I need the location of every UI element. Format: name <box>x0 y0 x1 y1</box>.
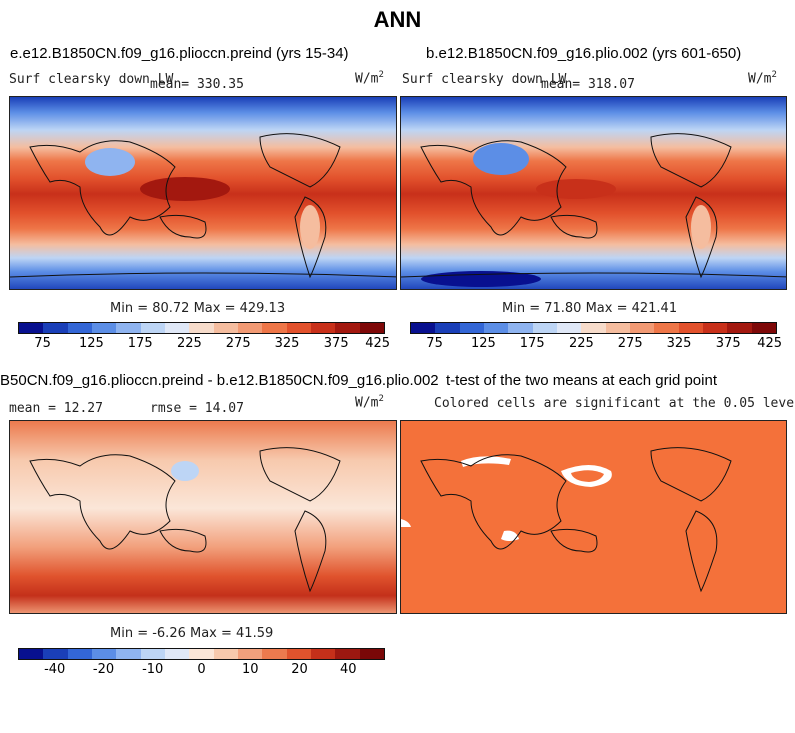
colorbar-swatch <box>702 323 728 333</box>
colorbar-swatch <box>19 649 44 659</box>
colorbar-tick-label: 275 <box>617 336 643 351</box>
colorbar-tick-label: 10 <box>242 662 259 677</box>
colorbar-swatch <box>678 323 703 333</box>
colorbar-tick-label: 175 <box>519 336 545 351</box>
colorbar-swatch <box>140 323 165 333</box>
colorbar-swatch <box>335 323 360 333</box>
panel1-map-svg <box>10 97 396 289</box>
panel4-subtitle: Colored cells are significant at the 0.0… <box>434 396 795 411</box>
colorbar-tick-label: 375 <box>715 336 741 351</box>
panel2-map-svg <box>401 97 786 289</box>
colorbar-swatch <box>411 323 436 333</box>
colorbar-tick-label: 425 <box>757 336 783 351</box>
colorbar-swatch <box>213 323 238 333</box>
colorbar-tick-label: -40 <box>44 662 66 677</box>
colorbar-tick-label: 20 <box>291 662 308 677</box>
panel3-mean: mean = 12.27 <box>9 401 103 416</box>
panel4-map-svg <box>401 421 786 613</box>
colorbar-tick-label: 325 <box>666 336 692 351</box>
panel3-case-title: B50CN.f09_g16.plioccn.preind - b.e12.B18… <box>0 372 439 389</box>
colorbar-swatch <box>359 323 384 333</box>
panel1-minmax: Min = 80.72 Max = 429.13 <box>110 301 286 316</box>
colorbar-tick-label: 75 <box>34 336 51 351</box>
colorbar-swatch <box>532 323 557 333</box>
panel1-case-title: e.e12.B1850CN.f09_g16.plioccn.preind (yr… <box>10 45 349 62</box>
colorbar-swatch <box>43 649 68 659</box>
colorbar-swatch <box>310 649 336 659</box>
colorbar-swatch <box>654 323 679 333</box>
colorbar-tick-label: 275 <box>225 336 251 351</box>
panel1-colorbar <box>18 322 385 334</box>
colorbar-swatch <box>164 323 190 333</box>
panel4-case-title: t-test of the two means at each grid poi… <box>446 372 717 389</box>
colorbar-swatch <box>67 649 92 659</box>
colorbar-swatch <box>751 323 776 333</box>
colorbar-tick-label: 225 <box>176 336 202 351</box>
panel4-map <box>400 420 787 614</box>
colorbar-swatch <box>335 649 360 659</box>
panel3-rmse: rmse = 14.07 <box>150 401 244 416</box>
colorbar-swatch <box>67 323 92 333</box>
colorbar-swatch <box>508 323 533 333</box>
figure-title: ANN <box>373 7 422 32</box>
colorbar-tick-label: 175 <box>127 336 153 351</box>
colorbar-tick-label: 125 <box>470 336 496 351</box>
colorbar-swatch <box>727 323 752 333</box>
panel3-map <box>9 420 397 614</box>
panel1-mean: mean= 330.35 <box>150 77 244 92</box>
colorbar-swatch <box>213 649 238 659</box>
colorbar-swatch <box>116 323 141 333</box>
colorbar-tick-label: 125 <box>78 336 104 351</box>
colorbar-tick-label: 325 <box>274 336 300 351</box>
colorbar-swatch <box>189 323 214 333</box>
panel3-minmax: Min = -6.26 Max = 41.59 <box>110 626 274 641</box>
colorbar-tick-label: 40 <box>340 662 357 677</box>
colorbar-tick-label: -10 <box>142 662 164 677</box>
colorbar-swatch <box>310 323 336 333</box>
colorbar-swatch <box>140 649 165 659</box>
colorbar-swatch <box>359 649 384 659</box>
colorbar-tick-label: 375 <box>323 336 349 351</box>
colorbar-swatch <box>556 323 582 333</box>
colorbar-tick-label: -20 <box>92 662 115 677</box>
colorbar-swatch <box>286 323 311 333</box>
colorbar-swatch <box>605 323 630 333</box>
colorbar-swatch <box>629 323 655 333</box>
colorbar-swatch <box>164 649 190 659</box>
panel2-variable: Surf clearsky down LW <box>402 72 567 87</box>
colorbar-swatch <box>237 649 263 659</box>
panel1-map <box>9 96 397 290</box>
colorbar-swatch <box>483 323 509 333</box>
colorbar-swatch <box>91 323 117 333</box>
colorbar-swatch <box>189 649 214 659</box>
colorbar-tick-label: 0 <box>197 662 206 677</box>
panel2-minmax: Min = 71.80 Max = 421.41 <box>502 301 678 316</box>
colorbar-swatch <box>286 649 311 659</box>
panel1-variable: Surf clearsky down LW <box>9 72 174 87</box>
panel3-map-svg <box>10 421 396 613</box>
colorbar-tick-label: 425 <box>365 336 391 351</box>
panel2-units: W/m2 <box>748 70 777 87</box>
colorbar-swatch <box>91 649 117 659</box>
panel1-units: W/m2 <box>355 70 384 87</box>
panel2-colorbar <box>410 322 777 334</box>
colorbar-tick-label: 225 <box>568 336 594 351</box>
colorbar-tick-label: 75 <box>426 336 443 351</box>
colorbar-swatch <box>262 649 287 659</box>
panel2-mean: mean= 318.07 <box>541 77 635 92</box>
panel3-colorbar <box>18 648 385 660</box>
colorbar-swatch <box>237 323 263 333</box>
panel3-units: W/m2 <box>355 394 384 411</box>
colorbar-swatch <box>581 323 606 333</box>
colorbar-swatch <box>262 323 287 333</box>
colorbar-swatch <box>116 649 141 659</box>
colorbar-swatch <box>19 323 44 333</box>
colorbar-swatch <box>43 323 68 333</box>
colorbar-swatch <box>435 323 460 333</box>
panel2-case-title: b.e12.B1850CN.f09_g16.plio.002 (yrs 601-… <box>426 45 742 62</box>
panel2-map <box>400 96 787 290</box>
colorbar-swatch <box>459 323 484 333</box>
